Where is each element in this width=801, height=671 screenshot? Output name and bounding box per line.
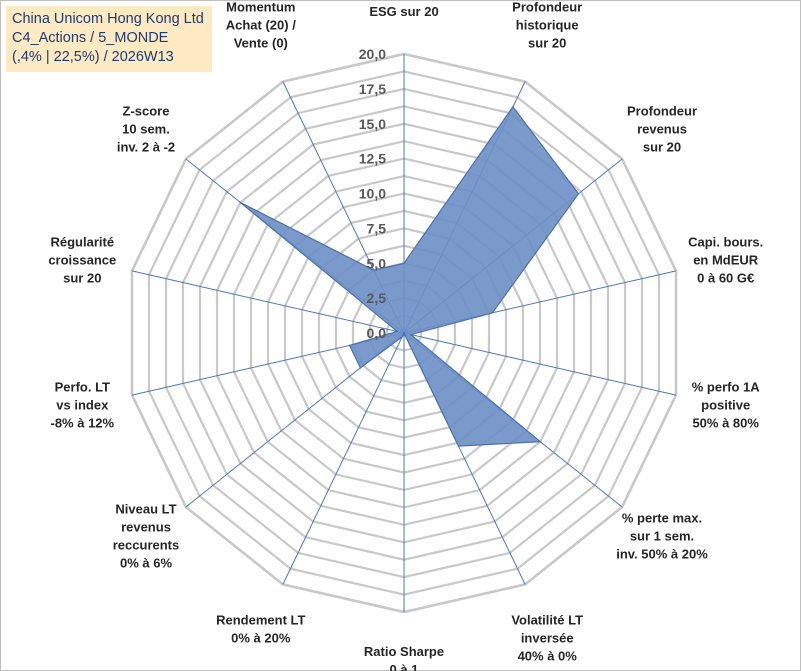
axis-label: NoteESG sur 20 [369,0,438,19]
axis-label: Z-score 10 sem. inv. 2 à -2 [117,104,175,155]
tick-label: 17,5 [359,81,386,97]
series-point [457,445,460,447]
tick-label: 2,5 [367,290,387,306]
series-point [577,193,580,195]
series-point [401,336,404,338]
series-point [396,330,399,333]
series-point [539,440,542,443]
axis-label: Profondeur revenus sur 20 [627,104,697,155]
tick-label: 7,5 [367,220,387,236]
radar-tick-labels: 0,0 2,5 5,0 7,5 10,0 12,5 15,0 17,5 20,0 [359,46,386,341]
spoke-line [131,270,405,334]
series-point [512,106,514,108]
axis-label: Profondeur historique sur 20 [512,0,582,50]
tick-label: 0,0 [367,325,387,341]
axis-label: Volatilité LT inversée 40% à 0% [511,613,583,664]
tick-label: 15,0 [359,116,386,132]
tick-label: 5,0 [367,255,387,271]
title-params: (,4% | 22,5%) / 2026W13 [12,49,174,65]
tick-label: 10,0 [359,186,386,202]
tick-label: 12,5 [359,151,386,167]
axis-label: Capi. bours. en MdEUR 0 à 60 G€ [688,235,763,286]
spoke-line [282,332,405,585]
axis-label: Régularité croissance sur 20 [48,235,116,286]
axis-label: % perte max. sur 1 sem. inv. 50% à 20% [616,510,708,561]
series-point [410,333,412,336]
series-point [348,344,351,347]
axis-label: % perfo 1A positive 50% à 80% [692,380,761,431]
axis-label: Momentum Achat (20) / Vente (0) [226,0,296,50]
series-point [372,269,375,272]
series-point [403,332,405,334]
axis-label: Rendement LT 0% à 20% [216,613,305,646]
chart-title-box: China Unicom Hong Kong Ltd C4_Actions / … [6,6,212,72]
series-point [359,367,362,369]
axis-label: Perfo. LT vs index -8% à 12% [51,380,115,431]
title-category: C4_Actions / 5_MONDE [12,30,169,46]
tick-label: 20,0 [359,46,386,62]
series-point [239,201,242,204]
radar-series [239,105,580,447]
axis-label: Niveau LT revenus reccurents 0% à 6% [113,501,179,570]
spoke-line [403,332,677,396]
title-company: China Unicom Hong Kong Ltd [12,11,204,27]
series-point [491,312,494,314]
axis-label: Ratio Sharpe 0 à 1 [364,644,444,671]
series-point [403,262,405,265]
